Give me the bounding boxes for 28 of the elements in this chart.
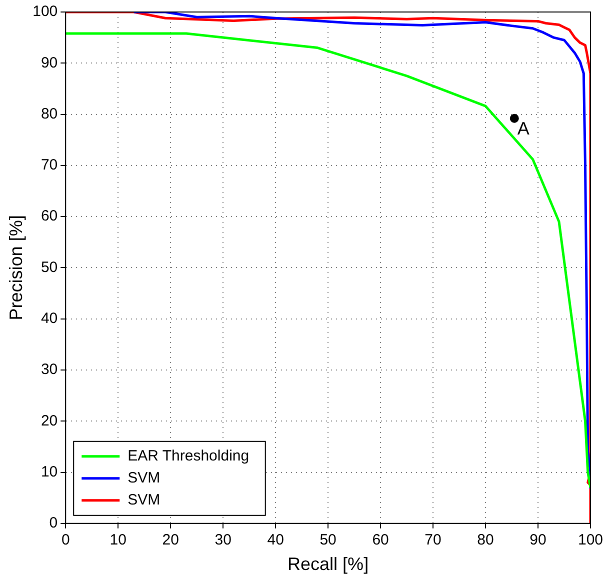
x-tick-label: 70 [424,532,442,549]
y-tick-label: 40 [40,310,58,327]
y-tick-label: 0 [49,514,58,532]
y-tick-label: 20 [40,412,58,430]
x-tick-label: 50 [320,532,336,549]
legend-label: SVM [128,492,160,509]
x-tick-label: 30 [214,532,232,549]
y-tick-label: 80 [40,105,58,122]
legend-label: SVM [128,470,160,487]
x-tick-label: 60 [372,532,389,549]
y-tick-label: 70 [40,156,58,174]
x-axis-title: Recall [%] [288,554,369,574]
x-tick-label: 80 [477,532,494,549]
x-tick-label: 0 [61,532,70,549]
x-tick-label: 100 [578,532,603,549]
x-tick-label: 40 [267,532,284,549]
legend-label: EAR Thresholding [128,448,250,465]
y-tick-label: 30 [40,361,58,378]
y-tick-label: 90 [40,54,58,72]
x-tick-label: 10 [110,532,126,549]
y-tick-label: 60 [40,208,58,225]
y-tick-label: 50 [40,258,58,276]
y-tick-label: 100 [32,3,58,20]
y-tick-label: 10 [40,463,58,480]
x-tick-label: 90 [530,532,546,549]
x-tick-label: 20 [162,532,179,549]
annotation: A [517,118,530,138]
y-axis-title: Precision [%] [6,215,26,320]
